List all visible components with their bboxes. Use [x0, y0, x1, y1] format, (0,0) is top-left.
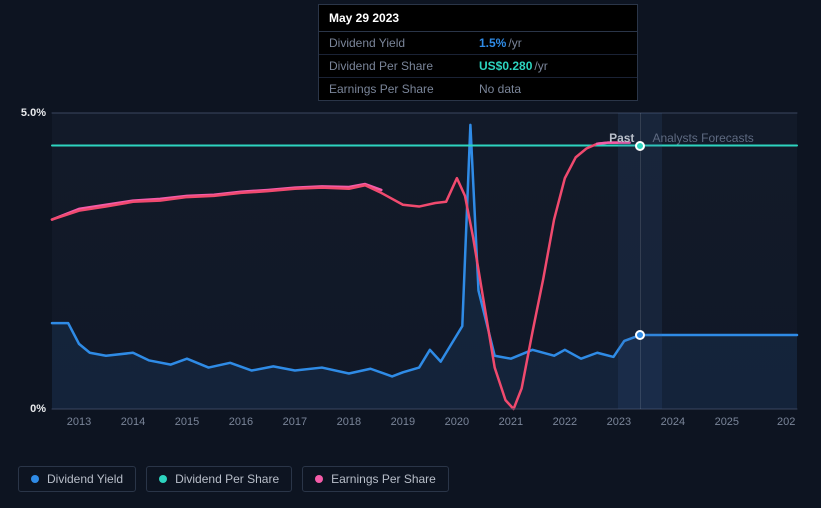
x-tick-label: 2019	[391, 416, 415, 428]
legend-item-earnings-per-share[interactable]: Earnings Per Share	[302, 466, 449, 492]
tooltip-row: Earnings Per ShareNo data	[319, 78, 637, 100]
tooltip-row-value: No data	[479, 82, 521, 96]
tooltip-row-value: US$0.280	[479, 59, 532, 73]
legend-label: Dividend Per Share	[175, 472, 279, 486]
x-tick-label: 2024	[661, 416, 685, 428]
tooltip-row-unit: /yr	[508, 36, 521, 50]
dps-current-marker	[635, 141, 645, 151]
legend-item-dividend-yield[interactable]: Dividend Yield	[18, 466, 136, 492]
tooltip-row: Dividend Yield1.5%/yr	[319, 32, 637, 55]
x-tick-label: 2014	[121, 416, 145, 428]
legend-dot-blue	[31, 475, 39, 483]
past-label: Past	[609, 131, 634, 145]
hover-line	[640, 113, 641, 409]
chart-container: 0% 5.0% 2013 2014 2015 2016 2017 2018 2019 2020 2…	[0, 0, 821, 508]
x-tick-label: 2022	[553, 416, 577, 428]
forecast-label: Analysts Forecasts	[652, 131, 753, 145]
tooltip-row: Dividend Per ShareUS$0.280/yr	[319, 55, 637, 78]
y-tick-label: 5.0%	[21, 107, 46, 119]
tooltip-date: May 29 2023	[319, 5, 637, 32]
legend-item-dividend-per-share[interactable]: Dividend Per Share	[146, 466, 292, 492]
tooltip-row-unit: /yr	[534, 59, 547, 73]
x-tick-label: 2021	[499, 416, 523, 428]
x-tick-label: 2020	[445, 416, 469, 428]
tooltip-row-value: 1.5%	[479, 36, 506, 50]
series-svg	[52, 113, 797, 409]
tooltip-row-label: Dividend Per Share	[329, 59, 479, 73]
legend-dot-teal	[159, 475, 167, 483]
x-tick-label: 2018	[337, 416, 361, 428]
tooltip-row-label: Dividend Yield	[329, 36, 479, 50]
legend-label: Dividend Yield	[47, 472, 123, 486]
tooltip: May 29 2023 Dividend Yield1.5%/yrDividen…	[318, 4, 638, 101]
x-tick-label: 2017	[283, 416, 307, 428]
x-tick-label: 202	[777, 416, 795, 428]
legend-dot-pink	[315, 475, 323, 483]
plot-area[interactable]	[52, 113, 797, 409]
x-tick-label: 2025	[715, 416, 739, 428]
tooltip-row-label: Earnings Per Share	[329, 82, 479, 96]
x-tick-label: 2016	[229, 416, 253, 428]
x-tick-label: 2023	[607, 416, 631, 428]
x-tick-label: 2015	[175, 416, 199, 428]
legend-label: Earnings Per Share	[331, 472, 436, 486]
legend: Dividend Yield Dividend Per Share Earnin…	[18, 466, 449, 492]
dy-current-marker	[635, 330, 645, 340]
y-tick-label: 0%	[30, 403, 46, 415]
x-tick-label: 2013	[67, 416, 91, 428]
